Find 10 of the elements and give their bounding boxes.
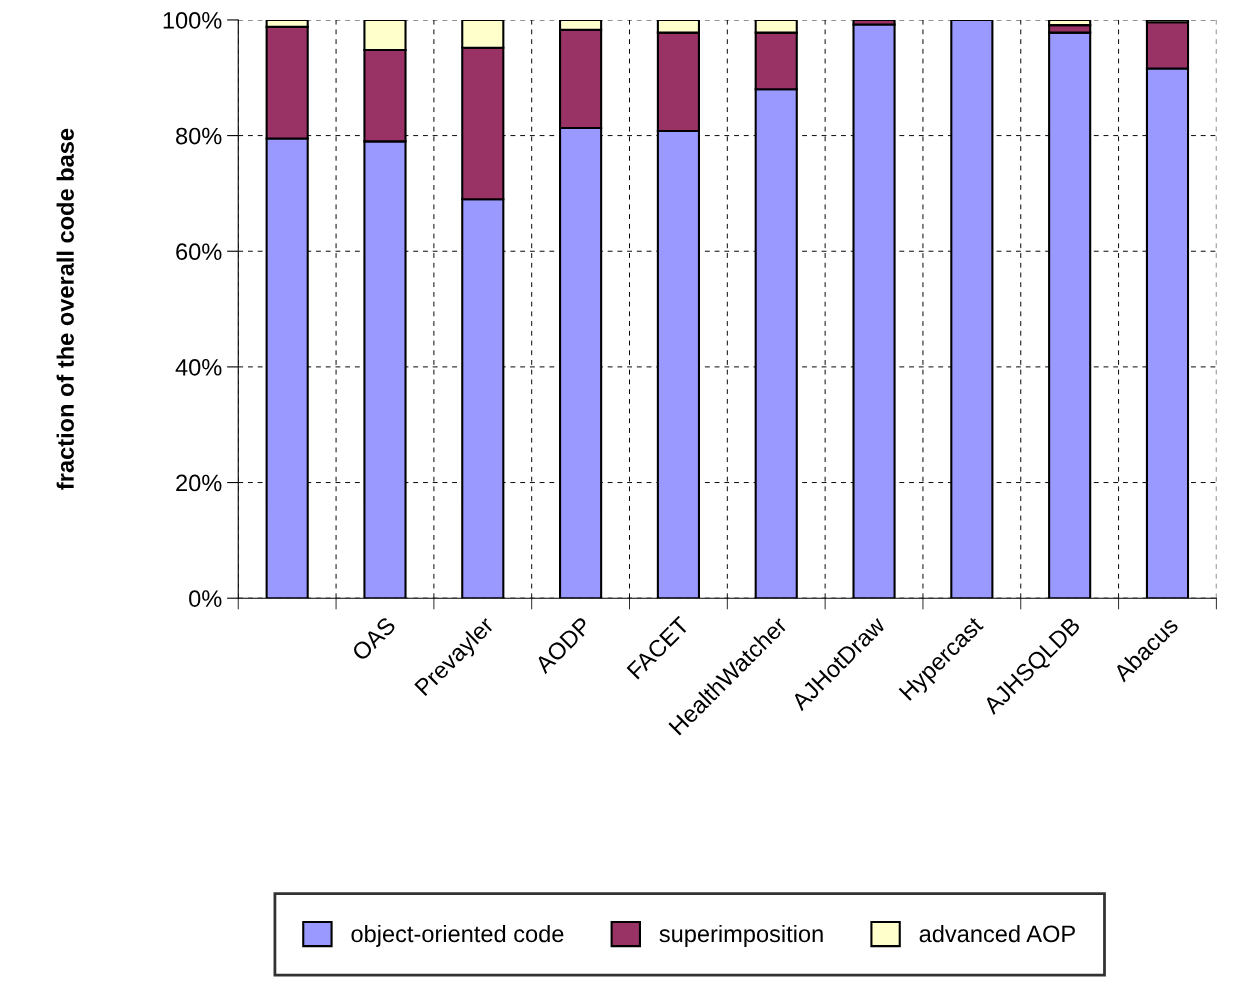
legend-label: advanced AOP xyxy=(919,924,1075,943)
y-tick-label: 20% xyxy=(176,474,222,492)
legend-label: superimposition xyxy=(659,924,823,947)
y-tick-label: 0% xyxy=(189,590,222,607)
legend-label: object-oriented code xyxy=(351,924,564,947)
y-tick-label: 40% xyxy=(175,358,222,376)
y-tick-label: 60% xyxy=(176,243,222,261)
y-axis-title: fraction of the overall code base xyxy=(56,128,74,490)
y-tick-label: 100% xyxy=(163,12,222,29)
y-tick-label: 80% xyxy=(176,127,222,145)
